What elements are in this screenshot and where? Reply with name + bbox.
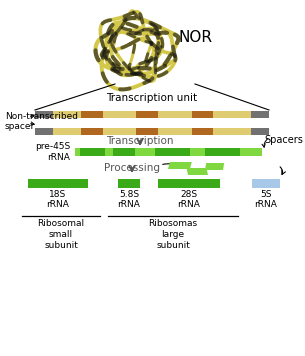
Text: Ribosomal
small
subunit: Ribosomal small subunit xyxy=(38,219,84,250)
Polygon shape xyxy=(186,168,208,175)
Text: Processing: Processing xyxy=(104,163,160,173)
Bar xyxy=(192,111,213,118)
Text: NOR: NOR xyxy=(178,31,212,46)
Bar xyxy=(113,148,135,156)
Bar xyxy=(53,111,81,118)
Bar xyxy=(214,128,251,135)
Text: Transcription: Transcription xyxy=(106,136,174,146)
Bar xyxy=(205,148,240,156)
Bar xyxy=(158,128,192,135)
Text: 5S
rRNA: 5S rRNA xyxy=(255,190,278,209)
Bar xyxy=(53,128,81,135)
Bar xyxy=(102,111,136,118)
Bar xyxy=(192,128,213,135)
Bar xyxy=(118,179,140,188)
Polygon shape xyxy=(205,163,224,170)
Bar xyxy=(214,111,251,118)
Text: Transcription unit: Transcription unit xyxy=(106,93,198,103)
Bar xyxy=(158,179,220,188)
Bar xyxy=(251,111,269,118)
Bar xyxy=(251,128,269,135)
Bar xyxy=(80,148,105,156)
Text: pre-45S
rRNA: pre-45S rRNA xyxy=(35,142,70,162)
Bar xyxy=(81,128,102,135)
Bar xyxy=(75,148,262,156)
Bar xyxy=(136,111,158,118)
Bar xyxy=(28,179,88,188)
Text: 28S
rRNA: 28S rRNA xyxy=(178,190,200,209)
Bar xyxy=(81,111,102,118)
Bar xyxy=(35,111,53,118)
Text: 5.8S
rRNA: 5.8S rRNA xyxy=(117,190,140,209)
Bar xyxy=(158,111,192,118)
Text: 18S
rRNA: 18S rRNA xyxy=(47,190,70,209)
Bar xyxy=(102,128,136,135)
Bar xyxy=(136,128,158,135)
Bar xyxy=(252,179,280,188)
Bar xyxy=(155,148,190,156)
Text: Spacers: Spacers xyxy=(264,135,303,145)
Bar xyxy=(35,128,53,135)
Text: Ribosomas
large
subunit: Ribosomas large subunit xyxy=(149,219,198,250)
Polygon shape xyxy=(168,162,192,169)
Text: Non-transcribed
spacer: Non-transcribed spacer xyxy=(5,112,78,131)
